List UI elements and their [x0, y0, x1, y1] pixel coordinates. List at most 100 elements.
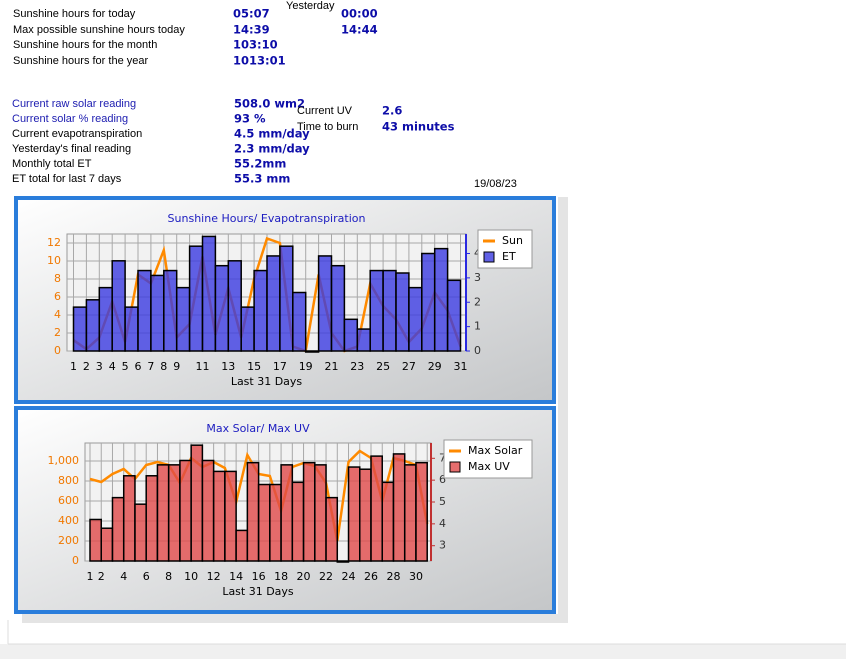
- bar: [145, 475, 159, 562]
- x-tick-label: 13: [221, 360, 235, 373]
- bar: [214, 264, 230, 352]
- x-tick-label: 16: [252, 570, 266, 583]
- x-tick-label: 10: [184, 570, 198, 583]
- readings: Sunshine hours for today 05:07 00:00 Max po…: [12, 7, 455, 186]
- bar: [190, 444, 204, 562]
- bar: [179, 459, 192, 562]
- chart-title: Sunshine Hours/ Evapotranspiration: [168, 212, 366, 225]
- bar: [421, 252, 436, 352]
- x-axis-label: Last 31 Days: [231, 375, 303, 388]
- bar: [266, 255, 281, 352]
- reading-value: 55.2mm: [234, 157, 286, 171]
- bar: [212, 470, 226, 562]
- bar: [124, 306, 139, 352]
- bar: [325, 496, 339, 562]
- bar: [201, 459, 215, 562]
- legend-swatch: [449, 461, 461, 473]
- bar: [227, 260, 242, 352]
- y-tick-label: 8: [54, 272, 61, 285]
- x-tick-label: 24: [342, 570, 356, 583]
- yesterday-value: 14:44: [341, 23, 378, 37]
- reading-value: 2.3 mm/day: [234, 142, 310, 156]
- bar: [201, 235, 217, 352]
- y2-tick-label: 3: [474, 271, 481, 284]
- bar: [134, 503, 147, 562]
- bar: [163, 269, 178, 352]
- bar: [347, 466, 361, 562]
- reading-label: Sunshine hours for the month: [13, 39, 157, 51]
- x-tick-label: 1: [70, 360, 77, 373]
- y2-tick-label: 5: [439, 495, 446, 508]
- y2-tick-label: 0: [474, 344, 481, 357]
- x-tick-label: 20: [297, 570, 311, 583]
- reading-label: Current evapotranspiration: [12, 128, 142, 140]
- bar: [235, 529, 249, 562]
- bar: [72, 306, 88, 352]
- bar: [122, 475, 136, 562]
- reading-label: Yesterday's final reading: [12, 143, 131, 155]
- bar: [369, 269, 384, 352]
- x-tick-label: 30: [409, 570, 423, 583]
- y-tick-label: 12: [47, 236, 61, 249]
- uv-label: Current UV: [297, 105, 353, 117]
- bar: [343, 318, 359, 352]
- y2-tick-label: 4: [439, 517, 446, 530]
- x-tick-label: 8: [160, 360, 167, 373]
- x-tick-label: 21: [325, 360, 339, 373]
- bar: [359, 468, 372, 562]
- x-tick-label: 25: [376, 360, 390, 373]
- uv-value: 43 minutes: [382, 120, 455, 134]
- bar: [370, 455, 383, 562]
- x-tick-label: 7: [147, 360, 154, 373]
- bar: [224, 470, 237, 562]
- bar: [395, 272, 410, 352]
- bar: [240, 306, 255, 352]
- x-tick-label: 4: [109, 360, 116, 373]
- y2-tick-label: 1: [474, 320, 481, 333]
- bar: [356, 328, 371, 352]
- x-tick-label: 26: [364, 570, 378, 583]
- bar: [280, 464, 294, 562]
- uv-label: Time to burn: [297, 121, 358, 133]
- y-tick-label: 800: [58, 474, 79, 487]
- x-tick-label: 6: [143, 570, 150, 583]
- reading-label: Sunshine hours for the year: [13, 55, 148, 67]
- reading-value: 103:10: [233, 38, 278, 52]
- chart-title: Max Solar/ Max UV: [206, 422, 310, 435]
- bar: [433, 247, 449, 352]
- y2-tick-label: 3: [439, 539, 446, 552]
- x-tick-label: 23: [350, 360, 364, 373]
- y-tick-label: 2: [54, 326, 61, 339]
- status-strip: [0, 644, 846, 659]
- x-tick-label: 31: [454, 360, 468, 373]
- bar: [111, 260, 126, 352]
- legend-label: Max Solar: [468, 444, 523, 457]
- bar: [330, 264, 346, 352]
- reading-value: 508.0 wm2: [234, 97, 305, 111]
- bar: [291, 481, 305, 562]
- bar: [100, 527, 114, 562]
- yesterday-value: 00:00: [341, 7, 378, 21]
- bar: [150, 274, 165, 352]
- x-tick-label: 19: [299, 360, 313, 373]
- bar: [188, 245, 204, 352]
- x-tick-label: 11: [196, 360, 210, 373]
- y2-tick-label: 2: [474, 295, 481, 308]
- bar: [253, 269, 268, 352]
- legend-label: ET: [502, 250, 516, 263]
- bar: [446, 279, 462, 352]
- bar: [246, 461, 260, 562]
- bar: [269, 483, 282, 562]
- y-tick-label: 600: [58, 494, 79, 507]
- reading-label: Monthly total ET: [12, 158, 92, 170]
- bar: [292, 291, 307, 352]
- x-tick-label: 29: [428, 360, 442, 373]
- bar: [279, 245, 294, 352]
- reading-label: ET total for last 7 days: [12, 173, 122, 185]
- reading-label: Current raw solar reading: [12, 98, 136, 110]
- x-tick-label: 27: [402, 360, 416, 373]
- reading-label: Max possible sunshine hours today: [13, 24, 185, 36]
- reading-value: 05:07: [233, 7, 270, 21]
- reading-value: 14:39: [233, 23, 270, 37]
